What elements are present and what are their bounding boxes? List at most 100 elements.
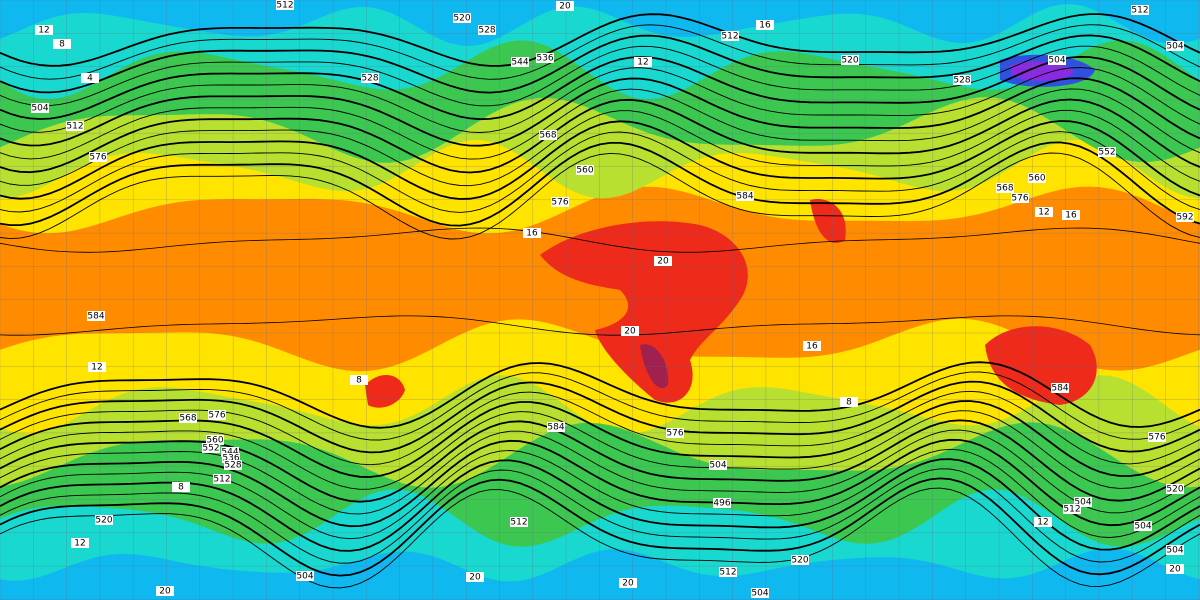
contour-label: 512: [66, 122, 83, 132]
contour-line: [0, 13, 1200, 67]
label-background: [296, 571, 314, 581]
label-background: [1028, 173, 1046, 183]
label-background: [536, 53, 554, 63]
contour-label: 544: [221, 448, 238, 458]
contour-line: [0, 120, 1200, 200]
label-background: [1048, 55, 1066, 65]
label-background: [751, 588, 769, 598]
contour-label: 576: [89, 153, 106, 163]
label-background: [654, 256, 672, 266]
contour-label: 20: [159, 587, 171, 597]
contour-line: [0, 429, 1200, 515]
contour-label: 568: [996, 184, 1013, 194]
contour-label: 20: [559, 2, 571, 12]
label-background: [791, 555, 809, 565]
contour-label: 12: [74, 539, 85, 549]
label-background: [634, 57, 652, 67]
contour-label: 560: [206, 436, 223, 446]
label-background: [361, 73, 379, 83]
label-background: [1166, 484, 1184, 494]
contour-label: 20: [1169, 565, 1181, 575]
contour-line: [0, 227, 1200, 253]
label-background: [35, 25, 53, 35]
contour-line: [0, 419, 1200, 503]
contour-label: 20: [622, 579, 634, 589]
label-background: [621, 326, 639, 336]
label-background: [1011, 193, 1029, 203]
contour-line: [0, 24, 1200, 80]
contour-line: [0, 380, 1200, 454]
contour-label: 504: [1166, 546, 1183, 556]
contour-label: 520: [1166, 485, 1183, 495]
contour-label: 584: [736, 192, 753, 202]
contour-label: 512: [719, 568, 736, 578]
contour-label: 4: [87, 74, 93, 84]
contour-label: 504: [751, 589, 768, 599]
contour-label: 8: [356, 376, 362, 386]
label-background: [619, 578, 637, 588]
contour-line: [0, 315, 1200, 336]
contour-line: [0, 67, 1200, 133]
contour-line: [0, 141, 1200, 227]
contour-label: 8: [846, 398, 852, 408]
contours: [0, 13, 1200, 589]
contour-label: 520: [453, 14, 470, 24]
label-background: [87, 311, 105, 321]
cold-core: [1010, 61, 1075, 81]
label-background: [71, 538, 89, 548]
contour-label: 528: [361, 74, 378, 84]
label-background: [719, 567, 737, 577]
contour-line: [0, 390, 1200, 466]
label-background: [1051, 383, 1069, 393]
contour-label: 16: [759, 21, 771, 31]
label-background: [523, 228, 541, 238]
contour-label: 12: [1038, 208, 1049, 218]
label-background: [1098, 147, 1116, 157]
label-background: [1074, 497, 1092, 507]
contour-line: [0, 131, 1200, 213]
label-background: [1063, 504, 1081, 514]
contour-label: 576: [1011, 194, 1028, 204]
contour-label: 512: [1063, 505, 1080, 515]
label-background: [1148, 432, 1166, 442]
contour-label: 520: [95, 516, 112, 526]
label-background: [736, 191, 754, 201]
label-background: [202, 443, 220, 453]
contour-label: 576: [1148, 433, 1165, 443]
contour-line: [0, 400, 1200, 478]
label-background: [222, 453, 240, 463]
contour-label: 504: [709, 461, 726, 471]
label-background: [276, 0, 294, 10]
contour-label: 512: [213, 475, 230, 485]
label-background: [179, 413, 197, 423]
label-background: [206, 435, 224, 445]
contour-line: [0, 152, 1200, 240]
label-background: [89, 152, 107, 162]
label-background: [1062, 210, 1080, 220]
contour-label: 560: [576, 166, 593, 176]
contour-line: [0, 361, 1200, 429]
label-background: [224, 460, 242, 470]
color-band: [0, 0, 1200, 46]
contour-label: 520: [791, 556, 808, 566]
contour-line: [0, 109, 1200, 187]
contour-label: 512: [276, 1, 293, 11]
label-background: [213, 474, 231, 484]
label-background: [53, 39, 71, 49]
label-background: [1131, 5, 1149, 15]
contour-label: 504: [1134, 522, 1151, 532]
contour-label: 552: [1098, 148, 1115, 158]
contour-label: 528: [478, 26, 495, 36]
contour-line: [0, 88, 1200, 160]
label-background: [576, 165, 594, 175]
contour-line: [0, 45, 1200, 107]
label-background: [221, 447, 239, 457]
contour-line: [0, 55, 1200, 121]
contour-line: [0, 34, 1200, 94]
contour-label: 504: [1074, 498, 1091, 508]
label-background: [1166, 41, 1184, 51]
label-background: [666, 428, 684, 438]
contour-line: [0, 371, 1200, 441]
contour-label: 536: [222, 454, 239, 464]
